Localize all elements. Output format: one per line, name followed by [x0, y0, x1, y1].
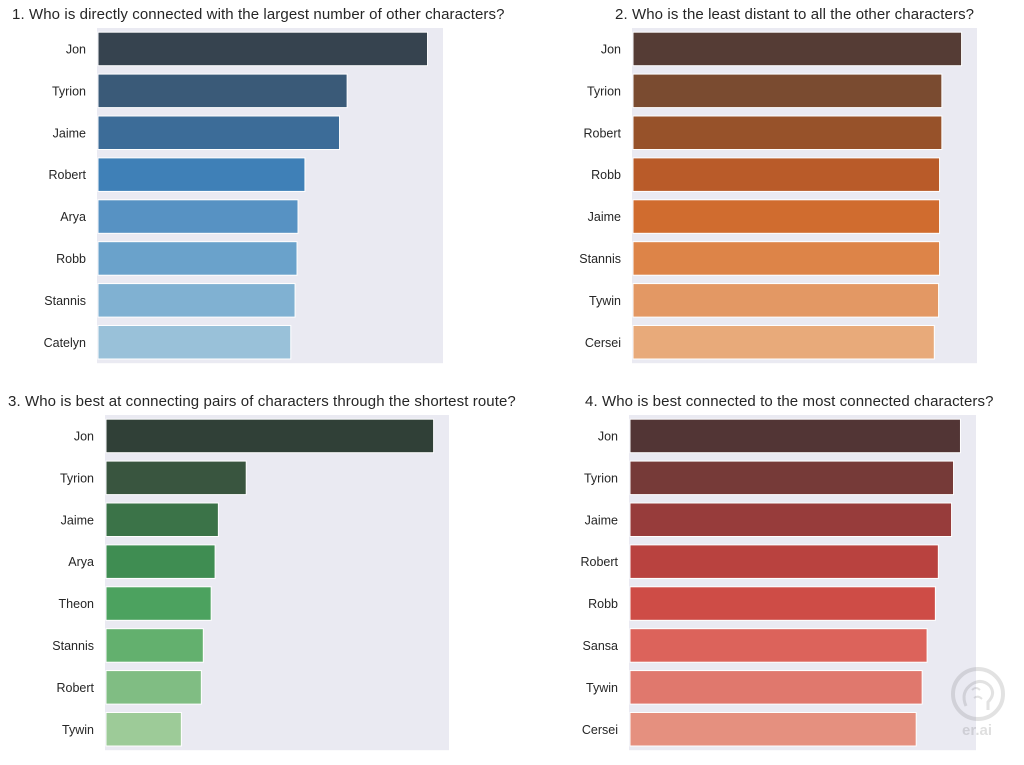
bar-jon [105, 418, 435, 454]
bar-cersei [629, 711, 917, 747]
tick-label-robert: Robert [56, 681, 94, 695]
bar-tywin [105, 711, 182, 747]
tick-label-sansa: Sansa [583, 639, 618, 653]
bar-chart-3: Jon Tyrion Jaime Arya Theon Stannis Robert Tywi… [52, 415, 449, 751]
bar-jon [629, 418, 961, 454]
bar-stannis [105, 628, 204, 663]
bar-jaime [105, 502, 219, 538]
bar-catelyn [97, 324, 292, 360]
tick-label-stannis: Stannis [579, 252, 621, 266]
tick-label-tyrion: Tyrion [60, 471, 94, 485]
tick-label-jon: Jon [74, 429, 94, 443]
tick-label-arya: Arya [60, 210, 86, 224]
tick-label-cersei: Cersei [582, 723, 618, 737]
tick-label-robert: Robert [583, 126, 621, 140]
tick-label-robert: Robert [48, 168, 86, 182]
bar-jon [97, 31, 429, 67]
bar-robb [632, 157, 941, 192]
tick-label-tyrion: Tyrion [52, 84, 86, 98]
tick-label-cersei: Cersei [585, 336, 621, 350]
bar-sansa [629, 628, 928, 663]
bar-jon [632, 31, 963, 67]
bar-robb [97, 241, 298, 276]
tick-label-tywin: Tywin [62, 723, 94, 737]
tick-label-stannis: Stannis [52, 639, 94, 653]
bar-stannis [97, 283, 296, 318]
chart-title: 4. Who is best connected to the most con… [585, 393, 994, 410]
tick-label-jon: Jon [66, 42, 86, 56]
bar-chart-1: Jon Tyrion Jaime Robert Arya Robb Stannis Catel… [44, 28, 443, 364]
tick-label-jaime: Jaime [588, 210, 621, 224]
bar-arya [105, 544, 216, 579]
bar-robb [629, 586, 936, 621]
tick-label-robb: Robb [588, 597, 618, 611]
tick-label-robert: Robert [580, 555, 618, 569]
tick-label-tywin: Tywin [589, 294, 621, 308]
bar-arya [97, 199, 299, 234]
bar-tyrion [97, 73, 348, 109]
tick-label-robb: Robb [56, 252, 86, 266]
bar-tyrion [105, 460, 247, 496]
bar-theon [105, 586, 212, 621]
bar-jaime [97, 115, 341, 151]
bar-chart-2: Jon Tyrion Robert Robb Jaime Stannis Tywin Cers… [579, 28, 977, 364]
bar-robert [97, 157, 306, 192]
chart-title: 3. Who is best at connecting pairs of ch… [8, 393, 516, 410]
tick-label-jaime: Jaime [53, 126, 86, 140]
bar-jaime [629, 502, 953, 538]
tick-label-theon: Theon [59, 597, 94, 611]
bar-tywin [629, 670, 923, 705]
chart-title: 1. Who is directly connected with the la… [12, 6, 505, 23]
tick-label-jaime: Jaime [61, 513, 94, 527]
tick-label-tyrion: Tyrion [587, 84, 621, 98]
bar-robert [632, 115, 943, 151]
tick-label-tyrion: Tyrion [584, 471, 618, 485]
tick-label-stannis: Stannis [44, 294, 86, 308]
tick-label-catelyn: Catelyn [44, 336, 86, 350]
bar-tywin [632, 283, 940, 318]
tick-label-jon: Jon [598, 429, 618, 443]
bar-robert [105, 670, 202, 705]
chart-title: 2. Who is the least distant to all the o… [615, 6, 975, 23]
tick-label-jaime: Jaime [585, 513, 618, 527]
bar-robert [629, 544, 939, 579]
bar-stannis [632, 241, 941, 276]
bar-chart-4: Jon Tyrion Jaime Robert Robb Sansa Tywin Cersei [580, 415, 976, 751]
tick-label-robb: Robb [591, 168, 621, 182]
bar-jaime [632, 199, 941, 234]
tick-label-jon: Jon [601, 42, 621, 56]
bar-tyrion [629, 460, 955, 496]
tick-label-arya: Arya [68, 555, 94, 569]
tick-label-tywin: Tywin [586, 681, 618, 695]
bar-cersei [632, 324, 935, 360]
bar-tyrion [632, 73, 943, 109]
